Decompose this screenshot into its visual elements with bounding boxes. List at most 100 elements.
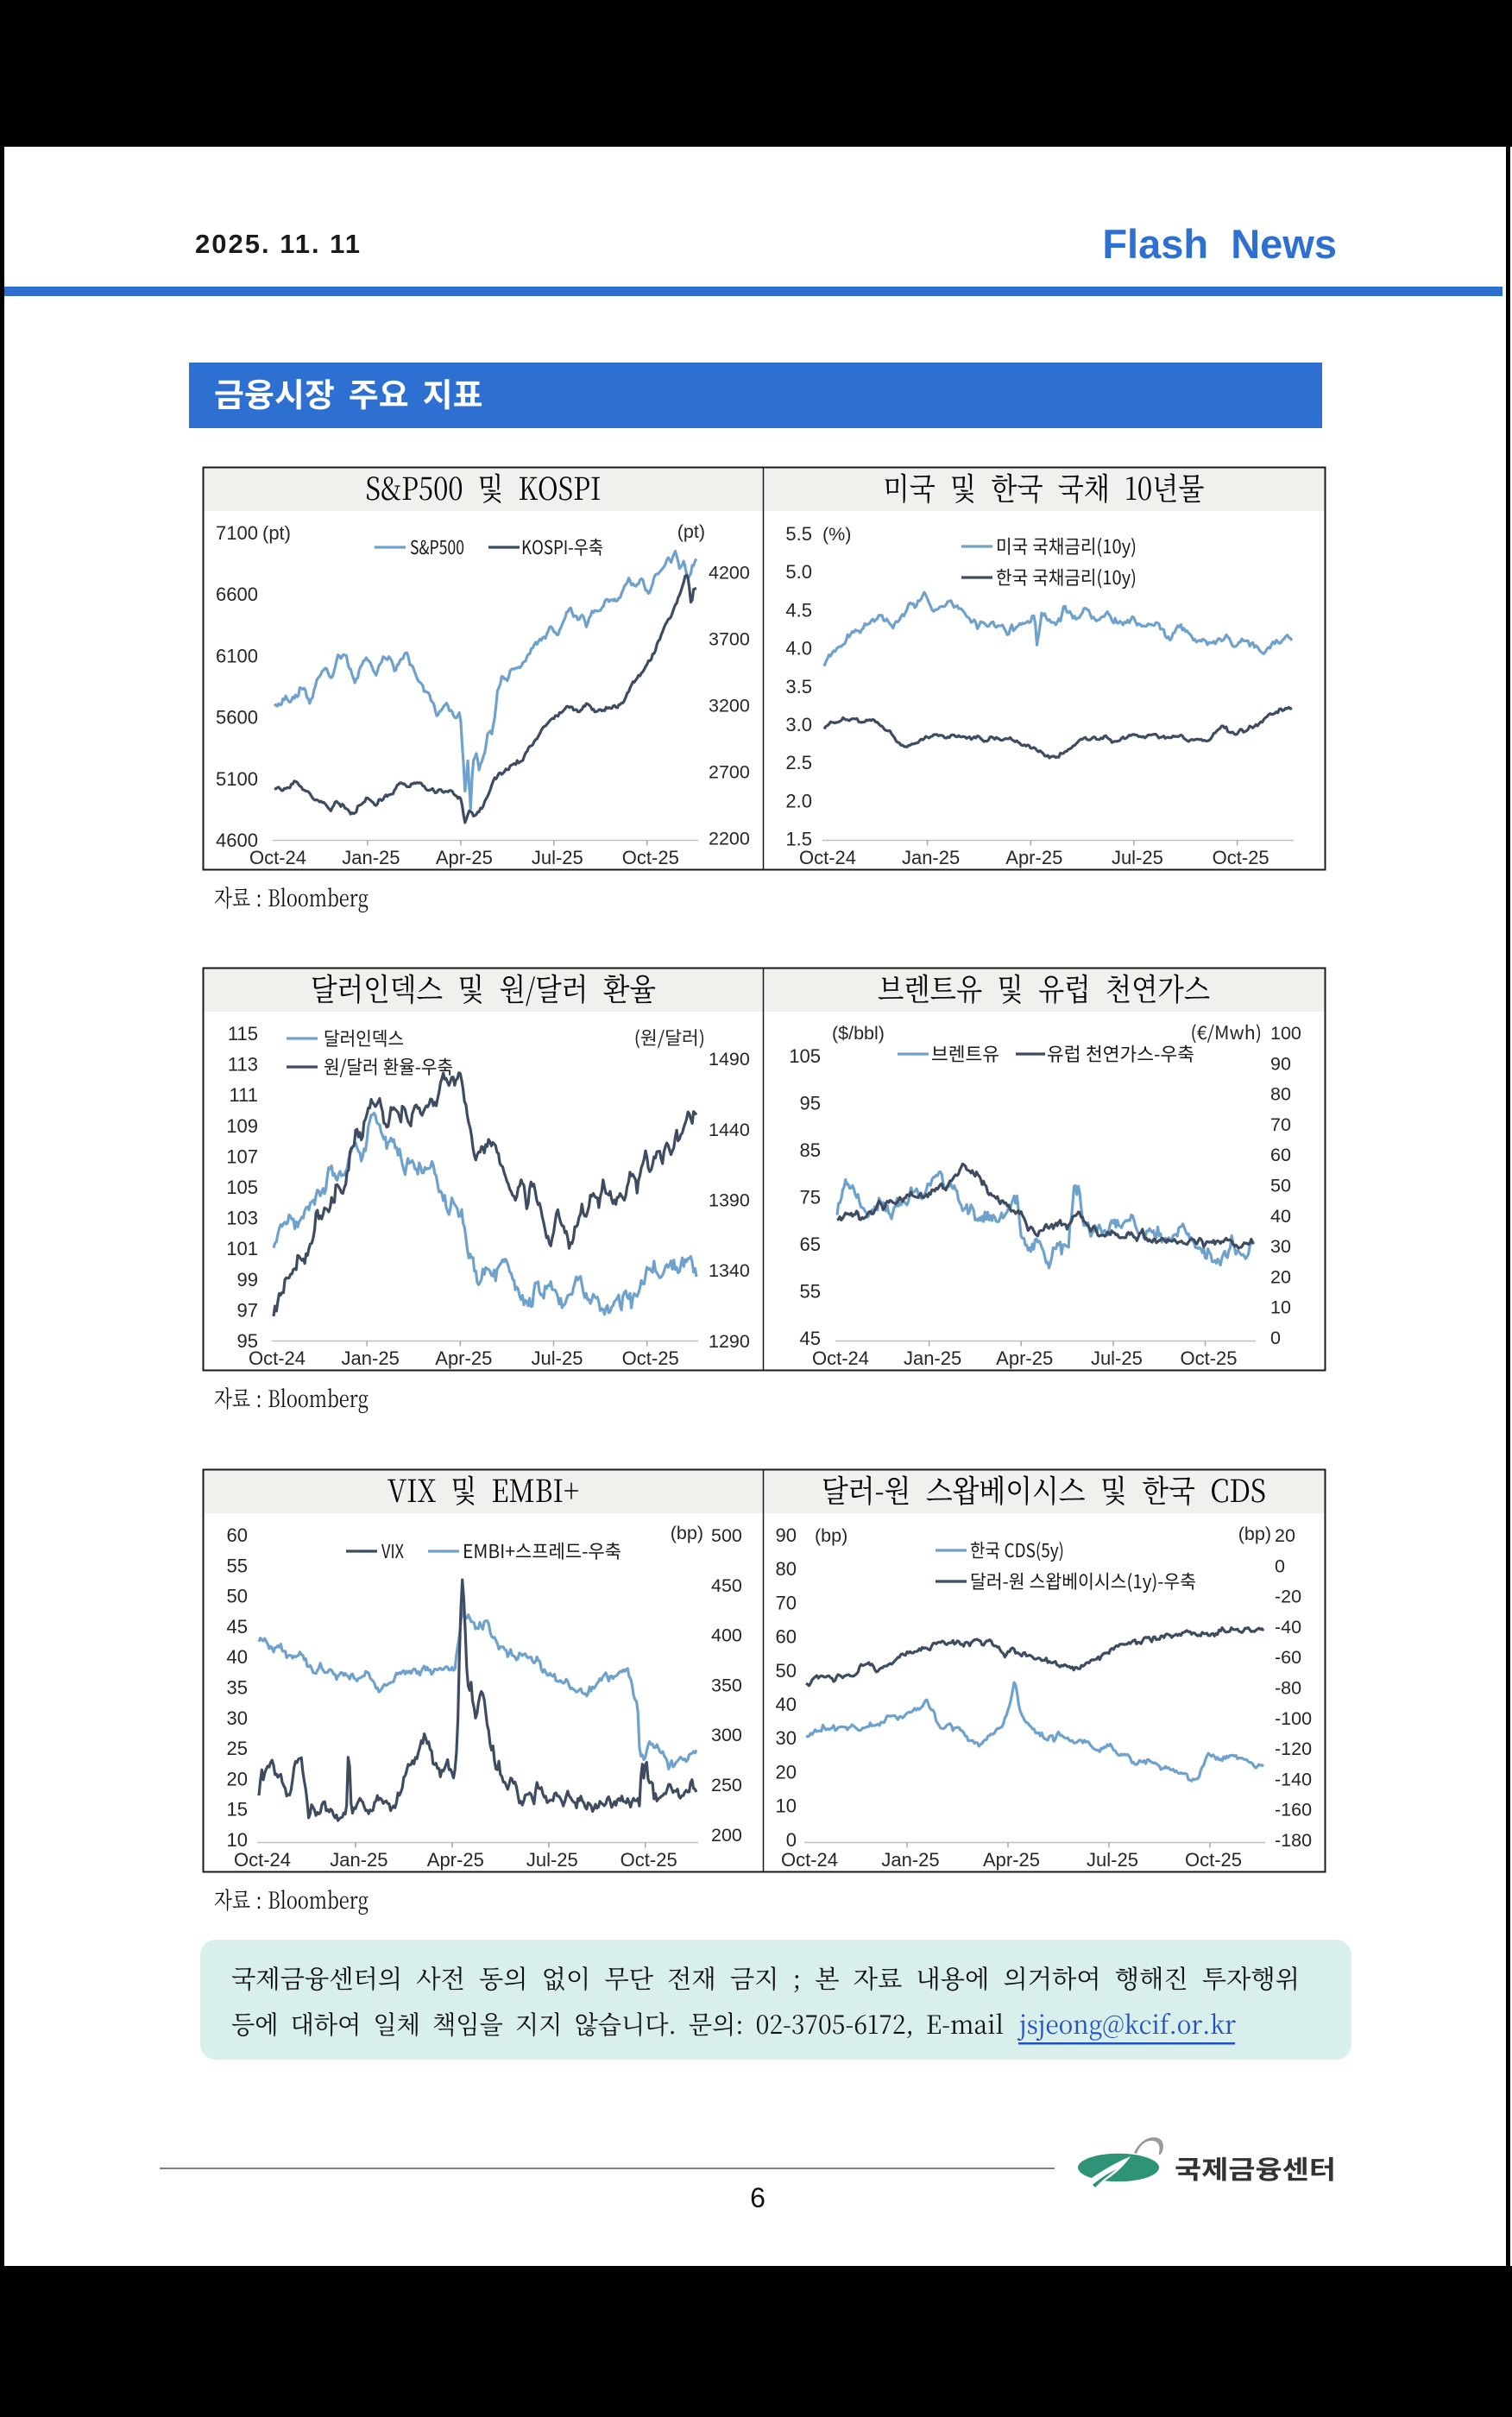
- svg-text:-180: -180: [1275, 1830, 1312, 1851]
- svg-text:109: 109: [226, 1115, 258, 1137]
- svg-text:350: 350: [711, 1675, 742, 1695]
- svg-text:40: 40: [227, 1646, 248, 1668]
- svg-text:3.5: 3.5: [785, 676, 812, 697]
- svg-text:60: 60: [227, 1524, 248, 1546]
- svg-text:4.5: 4.5: [785, 599, 812, 621]
- svg-text:111: 111: [230, 1084, 258, 1106]
- svg-text:107: 107: [226, 1145, 258, 1167]
- svg-text:Jan-25: Jan-25: [904, 1347, 961, 1369]
- svg-text:Flash News: Flash News: [1102, 221, 1337, 267]
- svg-text:Oct-24: Oct-24: [812, 1347, 869, 1369]
- svg-text:-80: -80: [1275, 1678, 1301, 1699]
- svg-text:250: 250: [711, 1775, 742, 1795]
- svg-text:2.5: 2.5: [785, 752, 812, 773]
- svg-text:Oct-25: Oct-25: [622, 847, 679, 868]
- svg-text:4.0: 4.0: [785, 638, 812, 659]
- svg-text:1390: 1390: [709, 1190, 750, 1211]
- svg-text:70: 70: [1270, 1114, 1291, 1135]
- svg-text:55: 55: [227, 1555, 248, 1576]
- svg-text:Jul-25: Jul-25: [526, 1849, 578, 1871]
- svg-text:Apr-25: Apr-25: [983, 1849, 1040, 1871]
- svg-text:50: 50: [227, 1586, 248, 1607]
- svg-text:4600: 4600: [216, 830, 258, 851]
- svg-text:-20: -20: [1275, 1587, 1301, 1607]
- svg-text:25: 25: [227, 1738, 248, 1759]
- svg-text:60: 60: [776, 1626, 797, 1648]
- svg-text:400: 400: [711, 1625, 742, 1646]
- svg-text:Jul-25: Jul-25: [1112, 847, 1163, 868]
- svg-text:Apr-25: Apr-25: [427, 1849, 484, 1871]
- svg-text:30: 30: [227, 1707, 248, 1729]
- svg-text:105: 105: [789, 1045, 821, 1067]
- svg-text:30: 30: [776, 1727, 797, 1749]
- svg-text:0: 0: [1270, 1328, 1281, 1348]
- svg-text:70: 70: [776, 1592, 797, 1613]
- svg-text:95: 95: [237, 1330, 258, 1352]
- svg-text:100: 100: [1270, 1023, 1301, 1044]
- svg-text:Oct-24: Oct-24: [249, 1347, 306, 1369]
- svg-text:101: 101: [226, 1238, 258, 1259]
- svg-text:20: 20: [227, 1768, 248, 1789]
- svg-text:-160: -160: [1275, 1800, 1312, 1821]
- svg-text:Oct-25: Oct-25: [1185, 1849, 1242, 1871]
- svg-text:-60: -60: [1275, 1647, 1301, 1668]
- svg-text:Apr-25: Apr-25: [435, 1347, 492, 1369]
- svg-text:10: 10: [776, 1795, 797, 1817]
- svg-text:10: 10: [1270, 1297, 1291, 1318]
- svg-text:3700: 3700: [709, 629, 750, 650]
- svg-text:75: 75: [800, 1187, 821, 1208]
- svg-text:99: 99: [237, 1269, 258, 1291]
- svg-text:40: 40: [776, 1694, 797, 1715]
- svg-text:20: 20: [1275, 1525, 1295, 1546]
- svg-text:15: 15: [227, 1799, 248, 1821]
- svg-text:Apr-25: Apr-25: [436, 847, 493, 868]
- svg-text:0: 0: [786, 1829, 797, 1851]
- svg-text:Jan-25: Jan-25: [881, 1849, 939, 1871]
- svg-text:85: 85: [800, 1139, 821, 1161]
- svg-text:80: 80: [776, 1558, 797, 1580]
- svg-text:(%): (%): [822, 524, 851, 545]
- svg-text:65: 65: [800, 1234, 821, 1255]
- svg-text:97: 97: [237, 1299, 258, 1321]
- svg-text:Jul-25: Jul-25: [1087, 1849, 1138, 1871]
- svg-text:Oct-24: Oct-24: [799, 847, 856, 868]
- svg-text:(bp): (bp): [671, 1523, 703, 1543]
- svg-text:Oct-24: Oct-24: [781, 1849, 838, 1871]
- svg-text:Jan-25: Jan-25: [330, 1849, 387, 1871]
- svg-text:5100: 5100: [216, 768, 258, 790]
- svg-text:(bp): (bp): [1238, 1524, 1271, 1544]
- svg-text:6: 6: [750, 2182, 765, 2213]
- svg-text:($/bbl): ($/bbl): [832, 1023, 885, 1044]
- svg-text:6100: 6100: [216, 645, 258, 666]
- svg-text:Oct-24: Oct-24: [234, 1849, 291, 1871]
- svg-text:95: 95: [800, 1093, 821, 1114]
- svg-text:Oct-24: Oct-24: [249, 847, 306, 868]
- svg-text:90: 90: [1270, 1053, 1291, 1074]
- svg-text:45: 45: [227, 1616, 248, 1638]
- svg-text:7100: 7100: [216, 522, 258, 544]
- svg-text:3200: 3200: [709, 696, 750, 716]
- svg-text:(bp): (bp): [815, 1525, 847, 1546]
- svg-text:-120: -120: [1275, 1739, 1312, 1759]
- svg-text:Oct-25: Oct-25: [621, 1849, 677, 1871]
- svg-text:Jul-25: Jul-25: [532, 847, 583, 868]
- svg-text:4200: 4200: [709, 563, 750, 584]
- svg-text:1.5: 1.5: [785, 828, 812, 849]
- svg-text:Apr-25: Apr-25: [996, 1347, 1053, 1369]
- svg-text:6600: 6600: [216, 584, 258, 605]
- svg-text:20: 20: [1270, 1266, 1291, 1287]
- svg-text:Jul-25: Jul-25: [532, 1347, 583, 1369]
- svg-text:50: 50: [776, 1660, 797, 1682]
- svg-text:1340: 1340: [709, 1260, 750, 1281]
- svg-text:1290: 1290: [709, 1331, 750, 1352]
- svg-text:(pt): (pt): [677, 521, 705, 542]
- svg-text:90: 90: [776, 1524, 797, 1546]
- svg-text:35: 35: [227, 1677, 248, 1699]
- svg-text:1440: 1440: [709, 1120, 750, 1140]
- svg-text:-140: -140: [1275, 1769, 1312, 1789]
- svg-text:2.0: 2.0: [785, 790, 812, 811]
- svg-text:300: 300: [711, 1725, 742, 1745]
- svg-text:0: 0: [1275, 1556, 1285, 1576]
- svg-text:Jan-25: Jan-25: [342, 1347, 400, 1369]
- svg-text:50: 50: [1270, 1176, 1291, 1196]
